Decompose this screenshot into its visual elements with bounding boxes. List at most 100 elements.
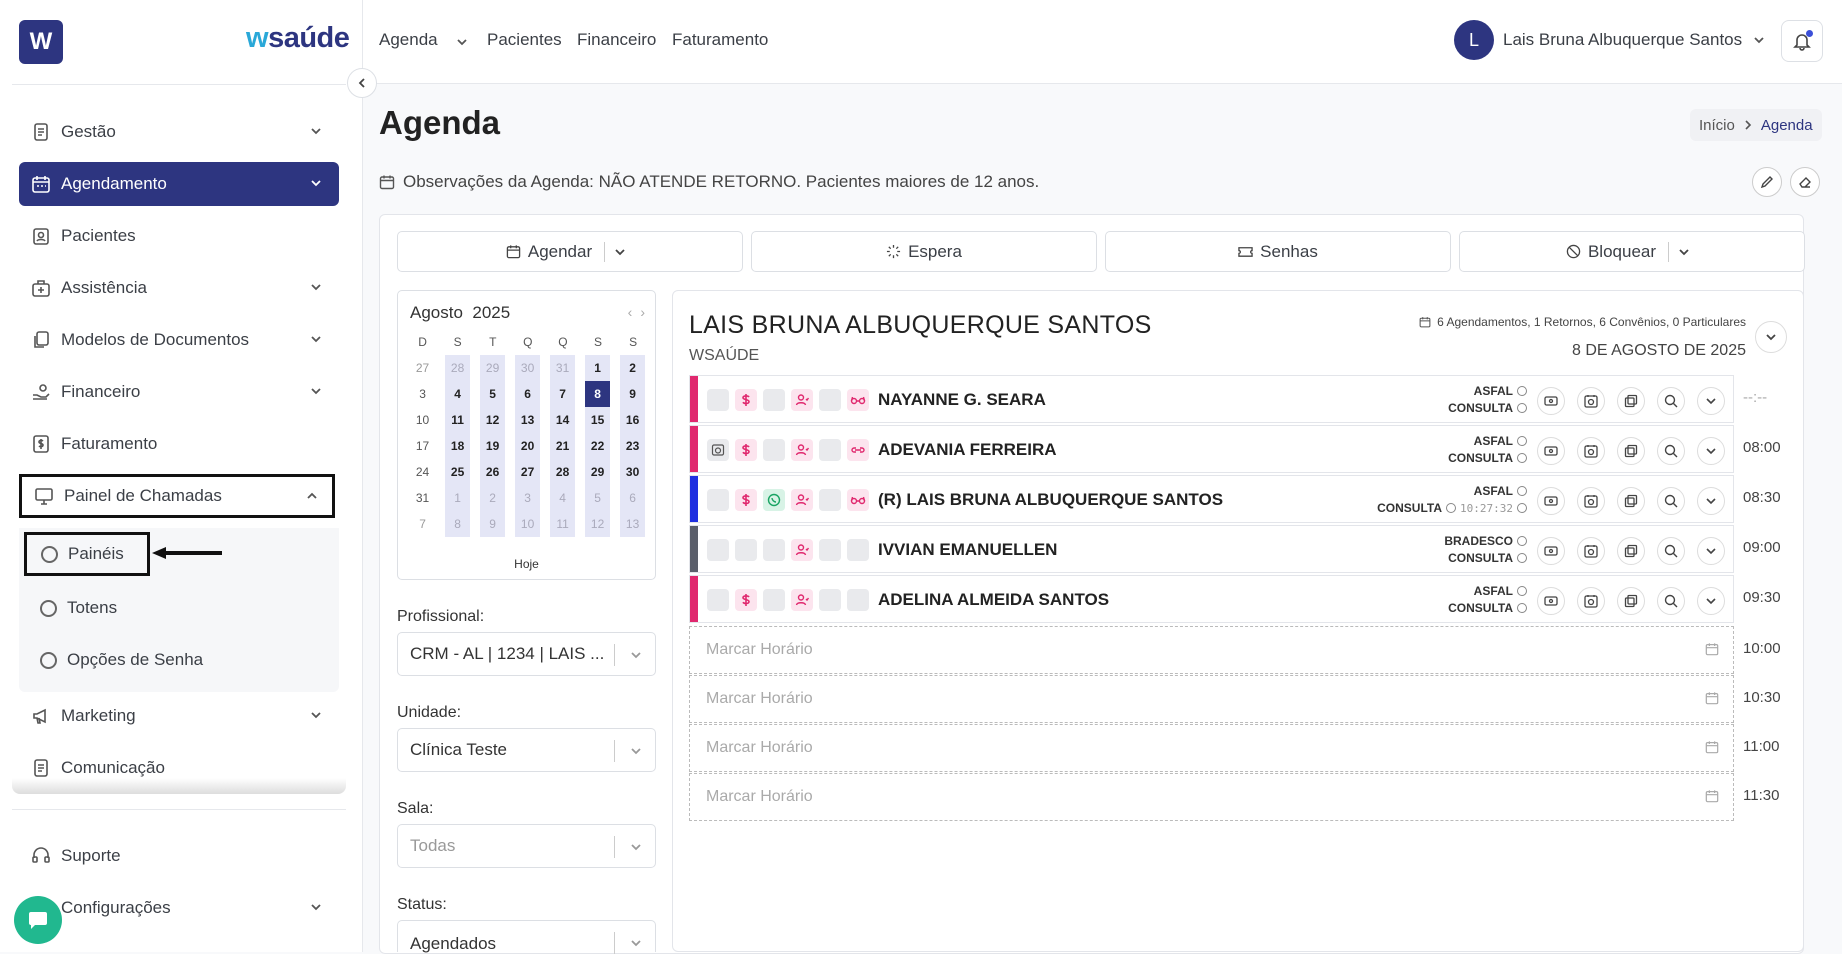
calendar-clock-button[interactable] (1577, 387, 1605, 415)
empty-slot[interactable]: Marcar Horário (689, 626, 1734, 674)
calendar-day[interactable]: 11 (445, 407, 471, 433)
chevron-down-button[interactable] (1697, 437, 1725, 465)
calendar-day[interactable]: 17 (415, 439, 430, 453)
calendar-day[interactable]: 1 (585, 355, 611, 381)
calendar-day[interactable]: 7 (550, 381, 576, 407)
calendar-day[interactable]: 11 (550, 511, 576, 537)
sidebar-item-assistencia[interactable]: Assistência (19, 266, 339, 310)
calendar-clock-button[interactable] (1577, 537, 1605, 565)
chevron-down-button[interactable] (1697, 587, 1725, 615)
calendar-day[interactable]: 22 (585, 433, 611, 459)
agendar-button[interactable]: Agendar (397, 231, 743, 272)
calendar-day[interactable]: 25 (445, 459, 471, 485)
calendar-clock-button[interactable] (1577, 587, 1605, 615)
empty-slot[interactable]: Marcar Horário (689, 724, 1734, 772)
dollar-icon[interactable] (735, 389, 757, 411)
topnav-faturamento[interactable]: Faturamento (672, 30, 769, 49)
calendar-day[interactable]: 26 (480, 459, 506, 485)
calendar-day[interactable]: 5 (585, 485, 611, 511)
calendar-day[interactable]: 15 (585, 407, 611, 433)
id-card-button[interactable] (1537, 387, 1565, 415)
calendar-day[interactable]: 24 (415, 465, 430, 479)
copy-button[interactable] (1617, 437, 1645, 465)
submenu-item-opcoes-senha[interactable]: Opções de Senha (19, 638, 203, 682)
id-card-button[interactable] (1537, 487, 1565, 515)
copy-button[interactable] (1617, 487, 1645, 515)
patient-name[interactable]: NAYANNE G. SEARA (878, 390, 1046, 409)
sidebar-item-marketing[interactable]: Marketing (19, 694, 339, 738)
calendar-day[interactable]: 3 (419, 387, 426, 401)
sidebar-item-configuracoes[interactable]: Configurações (19, 886, 339, 930)
user-menu[interactable]: L Lais Bruna Albuquerque Santos (1454, 20, 1766, 60)
sidebar-collapse-button[interactable] (347, 68, 377, 98)
topnav-financeiro[interactable]: Financeiro (577, 30, 657, 49)
calendar-day[interactable]: 31 (415, 491, 430, 505)
profissional-select[interactable]: CRM - AL | 1234 | LAIS ... (397, 632, 656, 676)
calendar-day[interactable]: 12 (585, 511, 611, 537)
calendar-day[interactable]: 9 (480, 511, 506, 537)
calendar-day[interactable]: 20 (515, 433, 541, 459)
user-check-icon[interactable] (791, 439, 813, 461)
calendar-day[interactable]: 13 (515, 407, 541, 433)
calendar-day[interactable]: 6 (620, 485, 646, 511)
calendar-day[interactable]: 8 (585, 381, 611, 407)
submenu-item-totens[interactable]: Totens (19, 586, 117, 630)
sidebar-item-agendamento[interactable]: Agendamento (19, 162, 339, 206)
copy-button[interactable] (1617, 387, 1645, 415)
search-button[interactable] (1657, 487, 1685, 515)
senhas-button[interactable]: Senhas (1105, 231, 1451, 272)
bloquear-button[interactable]: Bloquear (1459, 231, 1805, 272)
calendar-day[interactable]: 29 (585, 459, 611, 485)
calendar-today-button[interactable]: Hoje (514, 557, 539, 571)
chat-support-button[interactable] (14, 896, 62, 944)
calendar-next-icon[interactable]: › (640, 304, 645, 320)
schedule-expand-button[interactable] (1755, 321, 1787, 353)
chevron-down-icon[interactable] (1677, 245, 1691, 259)
topnav-agenda[interactable]: Agenda (379, 30, 438, 49)
calendar-day[interactable]: 29 (480, 355, 506, 381)
sidebar-item-financeiro[interactable]: Financeiro (19, 370, 339, 414)
app-logo-icon[interactable]: W (19, 20, 63, 64)
calendar-day[interactable]: 7 (419, 517, 426, 531)
link-icon[interactable] (847, 439, 869, 461)
user-check-icon[interactable] (791, 489, 813, 511)
copy-button[interactable] (1617, 587, 1645, 615)
calendar-day[interactable]: 14 (550, 407, 576, 433)
calendar-day[interactable]: 27 (415, 361, 430, 375)
appointment-row[interactable]: ADEVANIA FERREIRA ASFAL CONSULTA (689, 425, 1734, 473)
calendar-day[interactable]: 4 (550, 485, 576, 511)
appointment-row[interactable]: ADELINA ALMEIDA SANTOS ASFAL CONSULTA (689, 575, 1734, 623)
submenu-item-paineis[interactable]: Painéis (24, 532, 150, 576)
calendar-clock-button[interactable] (1577, 487, 1605, 515)
id-card-button[interactable] (1537, 437, 1565, 465)
sidebar-item-modelos-documentos[interactable]: Modelos de Documentos (19, 318, 339, 362)
sidebar-item-comunicacao[interactable]: Comunicação (19, 746, 339, 790)
calendar-day[interactable]: 13 (620, 511, 646, 537)
calendar-day[interactable]: 5 (480, 381, 506, 407)
topnav-pacientes[interactable]: Pacientes (487, 30, 562, 49)
calendar-day[interactable]: 2 (480, 485, 506, 511)
calendar-day[interactable]: 10 (415, 413, 430, 427)
sidebar-item-faturamento[interactable]: Faturamento (19, 422, 339, 466)
calendar-day[interactable]: 3 (515, 485, 541, 511)
breadcrumb-home[interactable]: Início (1699, 116, 1735, 134)
edit-observations-button[interactable] (1752, 167, 1782, 197)
calendar-clock-button[interactable] (1577, 437, 1605, 465)
chevron-down-icon[interactable] (613, 245, 627, 259)
calendar-day[interactable]: 31 (550, 355, 576, 381)
dollar-icon[interactable] (735, 439, 757, 461)
glasses-icon[interactable] (847, 389, 869, 411)
search-button[interactable] (1657, 437, 1685, 465)
calendar-day[interactable]: 18 (445, 433, 471, 459)
appointment-row[interactable]: NAYANNE G. SEARA ASFAL CONSULTA (689, 375, 1734, 423)
calendar-day[interactable]: 23 (620, 433, 646, 459)
calendar-day[interactable]: 27 (515, 459, 541, 485)
espera-button[interactable]: Espera (751, 231, 1097, 272)
appointment-row[interactable]: (R) LAIS BRUNA ALBUQUERQUE SANTOS ASFAL CO… (689, 475, 1734, 523)
calendar-day[interactable]: 6 (515, 381, 541, 407)
schedule-icon[interactable] (707, 439, 729, 461)
id-card-button[interactable] (1537, 537, 1565, 565)
chevron-down-button[interactable] (1697, 537, 1725, 565)
status-select[interactable]: Agendados (397, 920, 656, 954)
calendar-day[interactable]: 10 (515, 511, 541, 537)
